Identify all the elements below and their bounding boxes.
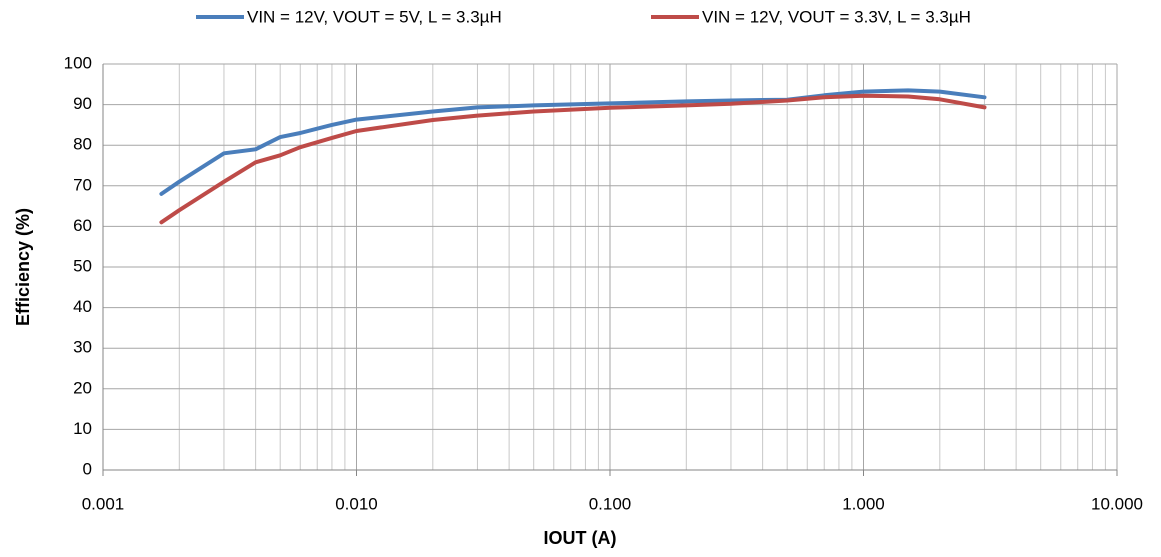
y-tick-label: 10	[73, 419, 92, 438]
y-tick-label: 70	[73, 175, 92, 194]
y-axis-title: Efficiency (%)	[13, 208, 33, 326]
series-line	[159, 93, 987, 225]
y-tick-label: 100	[64, 53, 92, 72]
y-tick-label: 20	[73, 378, 92, 397]
y-tick-label: 40	[73, 297, 92, 316]
x-tick-label: 1.000	[842, 494, 885, 513]
legend-label: VIN = 12V, VOUT = 3.3V, L = 3.3µH	[702, 7, 971, 26]
x-tick-label: 0.100	[589, 494, 632, 513]
y-tick-label: 0	[83, 459, 92, 478]
y-tick-label: 50	[73, 256, 92, 275]
y-tick-label: 60	[73, 216, 92, 235]
x-tick-label: 10.000	[1091, 494, 1143, 513]
x-axis-title: IOUT (A)	[544, 528, 617, 548]
x-tick-label: 0.001	[82, 494, 125, 513]
series-line	[159, 88, 987, 196]
legend-label: VIN = 12V, VOUT = 5V, L = 3.3µH	[247, 7, 502, 26]
x-tick-label: 0.010	[335, 494, 378, 513]
y-tick-label: 30	[73, 338, 92, 357]
y-tick-label: 90	[73, 94, 92, 113]
y-tick-label: 80	[73, 135, 92, 154]
